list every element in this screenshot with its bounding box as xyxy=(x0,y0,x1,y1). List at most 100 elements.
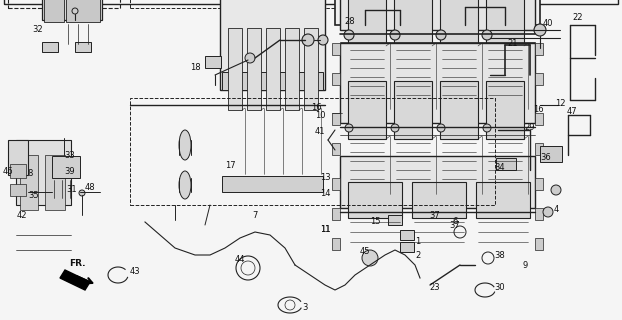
Bar xyxy=(348,0,386,46)
Text: 12: 12 xyxy=(555,99,565,108)
Bar xyxy=(20,155,38,210)
Text: 2: 2 xyxy=(415,251,420,260)
Bar xyxy=(130,0,495,8)
Text: 37: 37 xyxy=(430,211,440,220)
Text: 31: 31 xyxy=(67,186,77,195)
Text: 44: 44 xyxy=(234,255,245,265)
Bar xyxy=(535,73,543,85)
Text: 4: 4 xyxy=(554,205,559,214)
Text: 11: 11 xyxy=(320,226,330,235)
Bar xyxy=(222,72,323,90)
Bar xyxy=(476,182,530,218)
Text: 16: 16 xyxy=(532,106,543,115)
Circle shape xyxy=(543,207,553,217)
Bar xyxy=(332,178,340,190)
Ellipse shape xyxy=(179,130,191,160)
Circle shape xyxy=(437,124,445,132)
Text: 40: 40 xyxy=(543,20,553,28)
Bar xyxy=(247,28,261,110)
Bar xyxy=(332,43,340,55)
Text: 8: 8 xyxy=(27,170,33,179)
Bar xyxy=(10,184,26,196)
Circle shape xyxy=(72,8,78,14)
Circle shape xyxy=(345,124,353,132)
Bar xyxy=(535,178,543,190)
Bar xyxy=(205,56,221,68)
Bar xyxy=(45,155,65,210)
Bar xyxy=(52,156,80,178)
Bar xyxy=(16,140,71,205)
Bar xyxy=(388,215,402,225)
Text: 33: 33 xyxy=(65,150,75,159)
Text: 45: 45 xyxy=(360,247,370,257)
Bar xyxy=(412,182,466,218)
Bar xyxy=(332,238,340,250)
Circle shape xyxy=(390,30,400,40)
Bar xyxy=(340,43,535,123)
Bar xyxy=(42,42,58,52)
Text: 41: 41 xyxy=(315,127,325,137)
Bar xyxy=(266,28,280,110)
Bar xyxy=(228,28,242,110)
Text: 15: 15 xyxy=(369,218,380,227)
Polygon shape xyxy=(60,270,90,290)
Circle shape xyxy=(391,124,399,132)
Bar xyxy=(75,42,91,52)
Text: 21: 21 xyxy=(508,38,518,47)
Text: 34: 34 xyxy=(494,164,505,172)
Bar xyxy=(8,140,28,175)
Text: 47: 47 xyxy=(567,108,577,116)
Bar xyxy=(535,43,543,55)
Text: 32: 32 xyxy=(33,26,44,35)
Text: FR.: FR. xyxy=(69,260,85,268)
Text: 11: 11 xyxy=(320,226,330,235)
Circle shape xyxy=(302,34,314,46)
Bar xyxy=(394,81,432,139)
Bar xyxy=(8,0,120,8)
Text: 3: 3 xyxy=(302,303,308,313)
Bar xyxy=(400,242,414,252)
Bar xyxy=(332,143,340,155)
Bar xyxy=(535,143,543,155)
Bar xyxy=(304,28,318,110)
Bar xyxy=(130,98,495,205)
Circle shape xyxy=(551,185,561,195)
Bar xyxy=(486,0,524,46)
Text: 38: 38 xyxy=(494,251,505,260)
Text: 6: 6 xyxy=(452,218,458,227)
Circle shape xyxy=(344,30,354,40)
Bar xyxy=(394,0,432,46)
Text: 13: 13 xyxy=(320,173,330,182)
Bar xyxy=(535,208,543,220)
Bar xyxy=(440,0,478,46)
Text: 43: 43 xyxy=(130,268,141,276)
Bar xyxy=(535,238,543,250)
Bar xyxy=(440,81,478,139)
Bar xyxy=(535,113,543,125)
Bar xyxy=(220,0,325,90)
Bar xyxy=(332,208,340,220)
Text: 9: 9 xyxy=(522,260,527,269)
Circle shape xyxy=(362,250,378,266)
Text: 7: 7 xyxy=(253,211,258,220)
Text: 22: 22 xyxy=(573,13,583,22)
Circle shape xyxy=(534,24,546,36)
Bar xyxy=(44,0,64,22)
Text: 30: 30 xyxy=(494,284,505,292)
Circle shape xyxy=(245,53,255,63)
Bar xyxy=(348,81,386,139)
Circle shape xyxy=(483,124,491,132)
Bar xyxy=(540,146,562,162)
Text: 37: 37 xyxy=(450,220,460,229)
Text: 28: 28 xyxy=(345,18,355,27)
Bar xyxy=(332,113,340,125)
Bar xyxy=(66,0,100,22)
Bar xyxy=(285,28,299,110)
Text: 42: 42 xyxy=(17,211,27,220)
Bar xyxy=(340,0,535,30)
Text: 10: 10 xyxy=(315,110,325,119)
Bar xyxy=(496,158,516,170)
Text: 39: 39 xyxy=(65,167,75,177)
Bar xyxy=(335,0,540,25)
Text: 17: 17 xyxy=(225,161,235,170)
